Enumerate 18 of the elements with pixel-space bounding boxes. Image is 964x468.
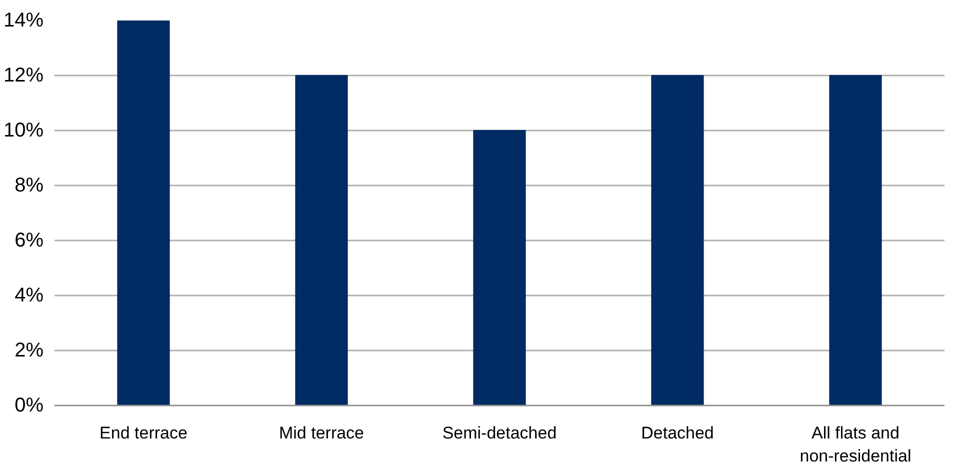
x-tick-label: Detached — [641, 424, 714, 442]
y-tick-label: 6% — [14, 230, 44, 252]
y-tick-label: 4% — [14, 284, 44, 306]
bar — [117, 20, 170, 406]
y-tick-label: 10% — [3, 120, 44, 142]
y-tick-label: 8% — [14, 174, 44, 196]
bar — [651, 75, 704, 406]
y-tick-label: 12% — [3, 64, 44, 86]
y-tick-label: 14% — [3, 10, 44, 32]
x-tick-label: Mid terrace — [278, 424, 364, 442]
x-tick-label: Semi-detached — [442, 424, 557, 442]
y-tick-label: 0% — [14, 394, 44, 416]
x-tick-label: End terrace — [100, 424, 188, 442]
x-tick-label: All flats and non-residential — [800, 424, 912, 466]
y-tick-label: 2% — [14, 340, 44, 362]
bar — [295, 75, 348, 406]
bar — [829, 75, 882, 406]
bar — [473, 130, 526, 406]
